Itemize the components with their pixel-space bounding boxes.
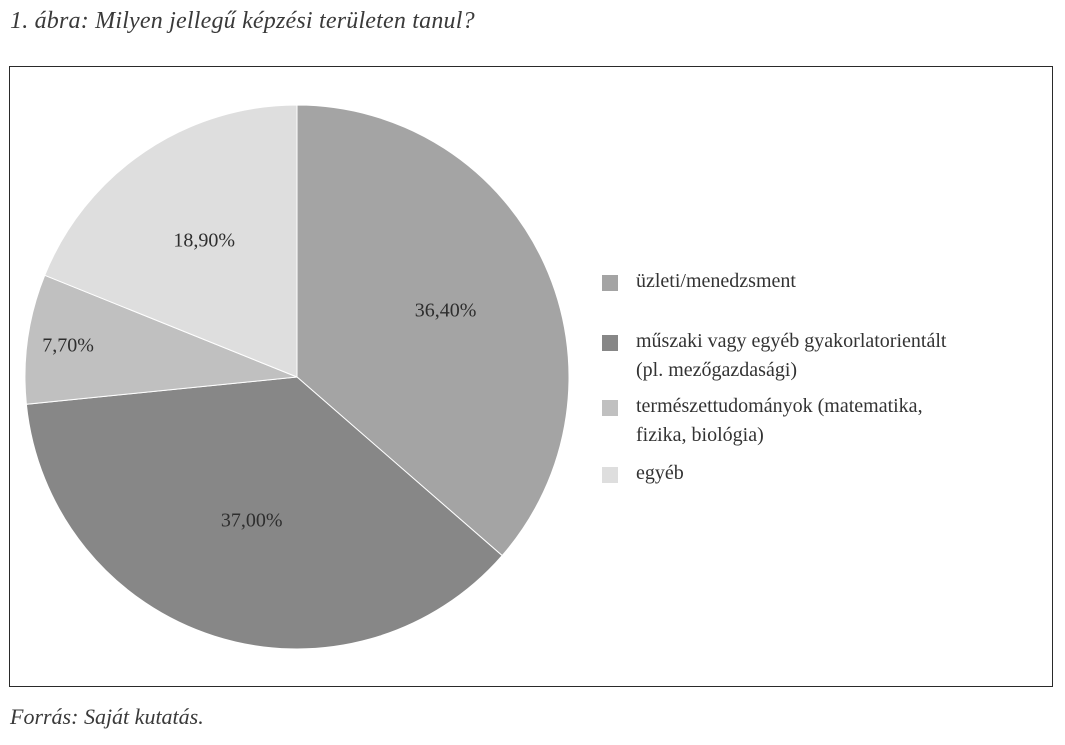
legend-item: műszaki vagy egyéb gyakorlatorientált (p…: [602, 327, 946, 385]
legend-item: üzleti/menedzsment: [602, 267, 796, 296]
slice-data-label: 37,00%: [221, 510, 283, 532]
legend-swatch: [602, 467, 618, 483]
pie-chart: 36,40% 37,00% 7,70% 18,90%: [24, 104, 570, 650]
legend-label: műszaki vagy egyéb gyakorlatorientált (p…: [636, 330, 947, 381]
slice-data-label: 18,90%: [173, 229, 235, 251]
legend-swatch: [602, 275, 618, 291]
legend-label: természettudományok (matematika, fizika,…: [636, 395, 923, 446]
figure-caption: 1. ábra: Milyen jellegű képzési területe…: [10, 8, 475, 34]
legend-label: egyéb: [636, 462, 684, 484]
legend-swatch: [602, 335, 618, 351]
pie-slice: [24, 274, 298, 405]
legend-item: természettudományok (matematika, fizika,…: [602, 392, 923, 450]
legend-swatch: [602, 400, 618, 416]
chart-frame: 36,40% 37,00% 7,70% 18,90% üzleti/menedzsme…: [9, 66, 1053, 687]
figure-source: Forrás: Saját kutatás.: [10, 704, 204, 729]
pie-slice: [44, 104, 298, 378]
slice-data-label: 36,40%: [415, 299, 477, 321]
pie-slice: [296, 104, 570, 557]
legend-label: üzleti/menedzsment: [636, 270, 796, 292]
legend-item: egyéb: [602, 459, 684, 488]
pie-slice: [25, 376, 503, 650]
slice-data-label: 7,70%: [42, 334, 94, 356]
